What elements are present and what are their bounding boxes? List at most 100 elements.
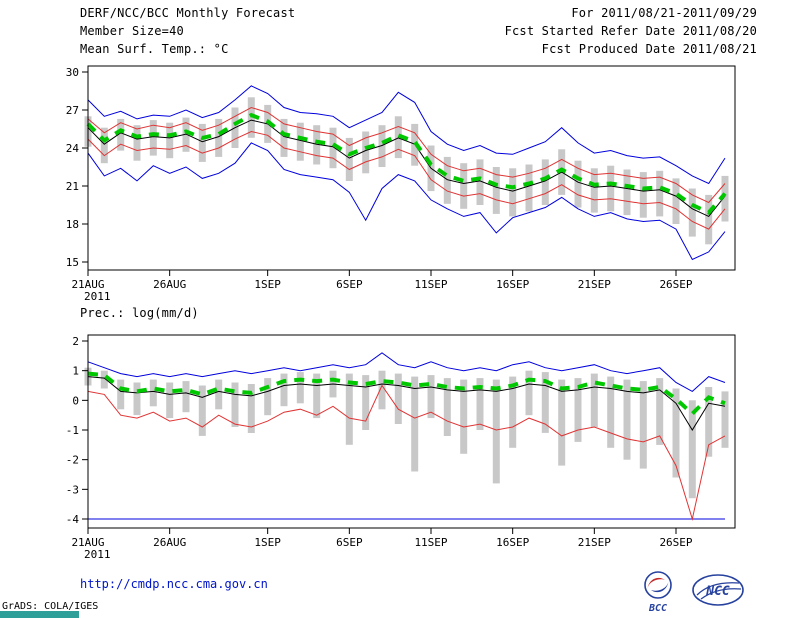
spread-bar bbox=[509, 376, 517, 448]
x-tick-label: 26SEP bbox=[659, 278, 692, 291]
y-tick-label: 0 bbox=[72, 394, 79, 407]
spread-bar bbox=[541, 159, 549, 205]
produced-date-label: Fcst Produced Date 2011/08/21 bbox=[541, 42, 757, 56]
spread-bar bbox=[313, 125, 321, 165]
spread-bar bbox=[378, 370, 386, 410]
member-size-label: Member Size=40 bbox=[80, 24, 184, 38]
spread-bar bbox=[443, 378, 451, 436]
y-tick-label: 27 bbox=[66, 104, 79, 117]
x-axis-year-label: 2011 bbox=[84, 290, 111, 303]
spread-bar bbox=[656, 378, 664, 445]
x-tick-label: 6SEP bbox=[336, 278, 363, 291]
spread-bar bbox=[100, 370, 108, 389]
spread-bar bbox=[574, 378, 582, 442]
x-tick-label: 21AUG bbox=[71, 278, 104, 291]
spread-bar bbox=[623, 169, 631, 216]
spread-bar bbox=[345, 373, 353, 445]
y-axis: -4 -3 -2 -1 0 1 2 bbox=[66, 335, 88, 526]
refer-date-label: Fcst Started Refer Date 2011/08/20 bbox=[504, 24, 757, 38]
spread-bar bbox=[639, 172, 647, 218]
chart-title: DERF/NCC/BCC Monthly Forecast bbox=[80, 6, 296, 20]
x-tick-label: 11SEP bbox=[414, 278, 447, 291]
spread-bar bbox=[133, 125, 141, 161]
spread-bar bbox=[656, 170, 664, 217]
spread-bar bbox=[688, 188, 696, 237]
x-tick-label: 16SEP bbox=[496, 536, 529, 549]
spread-bar bbox=[117, 118, 125, 151]
ensemble-spread-bars bbox=[84, 97, 729, 245]
y-tick-label: 15 bbox=[66, 256, 79, 269]
series-ensemble-mean bbox=[86, 112, 727, 216]
x-tick-label: 6SEP bbox=[336, 536, 363, 549]
spread-bar bbox=[149, 379, 157, 407]
series-ensemble-min bbox=[87, 142, 726, 261]
y-axis: 15 18 21 24 27 30 bbox=[66, 66, 88, 269]
ncc-logo: NCC bbox=[692, 574, 744, 606]
spread-bar bbox=[721, 175, 729, 222]
precip-panel-title: Prec.: log(mm/d) bbox=[80, 306, 199, 320]
spread-bar bbox=[672, 178, 680, 224]
spread-bar bbox=[264, 378, 272, 416]
spread-bar bbox=[590, 373, 598, 427]
series-lower-spread bbox=[87, 384, 726, 521]
spread-bar bbox=[166, 382, 174, 419]
teal-bar bbox=[0, 611, 79, 618]
grads-credit: GrADS: COLA/IGES bbox=[2, 601, 99, 612]
bcc-logo-swirl-blue bbox=[651, 582, 669, 593]
x-tick-label: 26SEP bbox=[659, 536, 692, 549]
x-tick-label: 21AUG bbox=[71, 536, 104, 549]
spread-bar bbox=[362, 375, 370, 430]
spread-bar bbox=[492, 379, 500, 484]
spread-bar bbox=[280, 118, 288, 157]
spread-bar bbox=[574, 160, 582, 208]
spread-bar bbox=[460, 379, 468, 454]
spread-bar bbox=[492, 167, 500, 214]
spread-bar bbox=[329, 127, 337, 169]
x-tick-label: 21SEP bbox=[578, 536, 611, 549]
y-tick-label: 1 bbox=[72, 365, 79, 378]
bcc-logo-swirl-red bbox=[647, 577, 665, 588]
x-tick-label: 26AUG bbox=[153, 536, 186, 549]
y-tick-label: -3 bbox=[66, 483, 79, 496]
bcc-logo-label: BCC bbox=[648, 603, 667, 614]
ensemble-spread-bars bbox=[84, 367, 729, 499]
x-tick-label: 21SEP bbox=[578, 278, 611, 291]
spread-bar bbox=[247, 384, 255, 433]
bcc-logo: BCC bbox=[644, 571, 672, 614]
spread-bar bbox=[362, 131, 370, 174]
y-tick-label: -4 bbox=[66, 513, 80, 526]
x-axis: 21AUG 26AUG 1SEP 6SEP 11SEP 16SEP 21SEP 26SEP 20… bbox=[71, 528, 693, 561]
spread-bar bbox=[639, 381, 647, 469]
y-tick-label: -1 bbox=[66, 424, 79, 437]
plot-frame bbox=[87, 334, 736, 529]
spread-bar bbox=[476, 159, 484, 205]
spread-bar bbox=[460, 163, 468, 209]
temperature-panel: 15 18 21 24 27 30 21AUG 26AUG 1SEP 6SEP 11SEP 16SEP… bbox=[66, 65, 736, 303]
x-axis: 21AUG 26AUG 1SEP 6SEP 11SEP 16SEP 21SEP 26SEP 20… bbox=[71, 270, 693, 303]
spread-bar bbox=[525, 164, 533, 212]
logo-group: BCC NCC bbox=[638, 570, 746, 614]
spread-bar bbox=[198, 385, 206, 436]
spread-bar bbox=[149, 120, 157, 156]
spread-bar bbox=[525, 370, 533, 416]
y-tick-label: 21 bbox=[66, 180, 79, 193]
spread-bar bbox=[231, 382, 239, 427]
x-tick-label: 16SEP bbox=[496, 278, 529, 291]
spread-bar bbox=[411, 376, 419, 472]
plot-frame bbox=[87, 65, 736, 271]
spread-bar bbox=[590, 168, 598, 213]
spread-bar bbox=[378, 125, 386, 167]
spread-bar bbox=[345, 137, 353, 181]
series-ensemble-max bbox=[87, 85, 726, 185]
spread-bar bbox=[296, 372, 304, 404]
spread-bar bbox=[607, 165, 615, 212]
spread-bar bbox=[215, 118, 223, 157]
spread-bar bbox=[280, 373, 288, 407]
ncc-logo-swirl-1 bbox=[696, 582, 740, 596]
series-ensemble-median bbox=[87, 119, 726, 218]
spread-bar bbox=[427, 375, 435, 419]
spread-bar bbox=[443, 156, 451, 204]
spread-bar bbox=[623, 379, 631, 460]
